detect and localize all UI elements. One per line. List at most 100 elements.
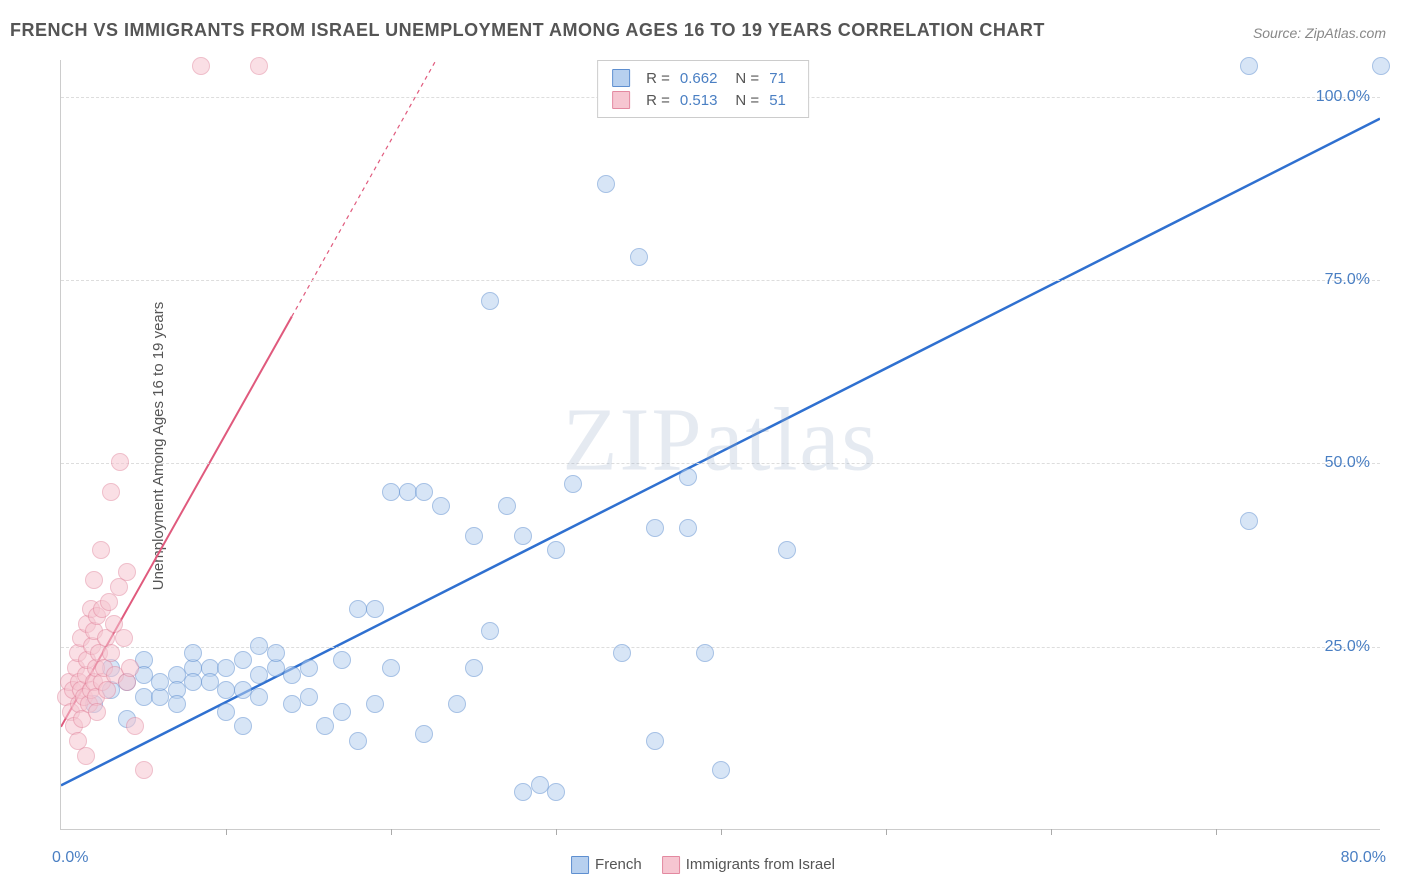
data-point <box>267 644 285 662</box>
data-point <box>92 541 110 559</box>
n-value: 51 <box>769 92 786 109</box>
data-point <box>630 248 648 266</box>
data-point <box>679 519 697 537</box>
data-point <box>547 783 565 801</box>
data-point <box>399 483 417 501</box>
legend-label: French <box>595 856 642 873</box>
source-attribution: Source: ZipAtlas.com <box>1253 25 1386 41</box>
data-point <box>547 541 565 559</box>
data-point <box>283 666 301 684</box>
data-point <box>121 659 139 677</box>
chart-title: FRENCH VS IMMIGRANTS FROM ISRAEL UNEMPLO… <box>10 20 1045 41</box>
data-point <box>432 497 450 515</box>
data-point <box>234 717 252 735</box>
data-point <box>184 644 202 662</box>
x-tick <box>721 829 722 835</box>
data-point <box>349 732 367 750</box>
data-point <box>415 725 433 743</box>
data-point <box>1372 57 1390 75</box>
data-point <box>192 57 210 75</box>
correlation-legend-row: R = 0.513 N = 51 <box>612 89 794 111</box>
data-point <box>168 695 186 713</box>
x-tick <box>886 829 887 835</box>
n-label: N = <box>735 92 759 109</box>
data-point <box>300 659 318 677</box>
data-point <box>778 541 796 559</box>
data-point <box>382 483 400 501</box>
data-point <box>1240 512 1258 530</box>
trend-lines <box>61 60 1380 829</box>
y-tick-label: 25.0% <box>1325 638 1370 656</box>
series-legend: French Immigrants from Israel <box>571 856 835 874</box>
data-point <box>366 695 384 713</box>
x-axis-max-label: 80.0% <box>1341 849 1386 867</box>
data-point <box>465 659 483 677</box>
y-tick-label: 100.0% <box>1316 88 1370 106</box>
data-point <box>448 695 466 713</box>
data-point <box>135 761 153 779</box>
x-tick <box>226 829 227 835</box>
data-point <box>102 644 120 662</box>
scatter-plot: ZIPatlas 25.0%50.0%75.0%100.0% <box>60 60 1380 830</box>
data-point <box>201 673 219 691</box>
data-point <box>349 600 367 618</box>
data-point <box>316 717 334 735</box>
legend-swatch <box>662 856 680 874</box>
data-point <box>646 519 664 537</box>
data-point <box>151 673 169 691</box>
data-point <box>481 292 499 310</box>
data-point <box>250 688 268 706</box>
data-point <box>283 695 301 713</box>
gridline <box>61 463 1380 464</box>
data-point <box>712 761 730 779</box>
data-point <box>102 483 120 501</box>
r-value: 0.513 <box>680 92 718 109</box>
data-point <box>382 659 400 677</box>
x-tick <box>556 829 557 835</box>
data-point <box>333 703 351 721</box>
data-point <box>184 673 202 691</box>
gridline <box>61 280 1380 281</box>
data-point <box>234 651 252 669</box>
legend-item: French <box>571 856 642 874</box>
data-point <box>531 776 549 794</box>
data-point <box>85 571 103 589</box>
data-point <box>77 747 95 765</box>
data-point <box>679 468 697 486</box>
data-point <box>696 644 714 662</box>
data-point <box>250 57 268 75</box>
data-point <box>88 703 106 721</box>
data-point <box>514 527 532 545</box>
data-point <box>333 651 351 669</box>
r-label: R = <box>646 70 670 87</box>
data-point <box>646 732 664 750</box>
x-axis-origin-label: 0.0% <box>52 849 88 867</box>
data-point <box>597 175 615 193</box>
data-point <box>217 659 235 677</box>
n-value: 71 <box>769 70 786 87</box>
data-point <box>366 600 384 618</box>
data-point <box>115 629 133 647</box>
data-point <box>217 681 235 699</box>
x-tick <box>391 829 392 835</box>
r-label: R = <box>646 92 670 109</box>
data-point <box>613 644 631 662</box>
n-label: N = <box>735 70 759 87</box>
r-value: 0.662 <box>680 70 718 87</box>
correlation-legend: R = 0.662 N = 71 R = 0.513 N = 51 <box>597 60 809 118</box>
x-tick <box>1051 829 1052 835</box>
correlation-legend-row: R = 0.662 N = 71 <box>612 67 794 89</box>
legend-swatch <box>571 856 589 874</box>
legend-label: Immigrants from Israel <box>686 856 835 873</box>
data-point <box>111 453 129 471</box>
y-tick-label: 50.0% <box>1325 454 1370 472</box>
x-tick <box>1216 829 1217 835</box>
data-point <box>126 717 144 735</box>
data-point <box>250 666 268 684</box>
data-point <box>564 475 582 493</box>
legend-swatch <box>612 69 630 87</box>
data-point <box>135 688 153 706</box>
data-point <box>1240 57 1258 75</box>
data-point <box>300 688 318 706</box>
data-point <box>234 681 252 699</box>
